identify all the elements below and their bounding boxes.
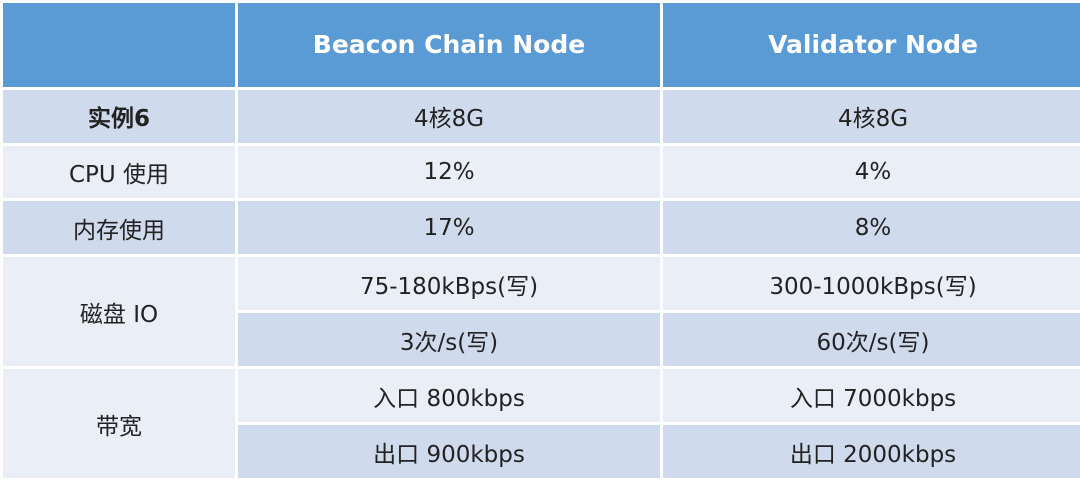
header-beacon-chain-node: Beacon Chain Node bbox=[238, 3, 660, 87]
cell-beacon-disk-rate: 75-180kBps(写) bbox=[238, 257, 660, 311]
table-row-bandwidth-in: 带宽 入口 800kbps 入口 7000kbps bbox=[3, 369, 1080, 478]
cell-beacon-cpu: 12% bbox=[238, 145, 660, 199]
cell-beacon-disk-ops: 3次/s(写) bbox=[238, 313, 660, 367]
cell-beacon-bandwidth-in: 入口 800kbps bbox=[238, 369, 660, 423]
table-row-disk-write-rate: 磁盘 IO 75-180kBps(写) 300-1000kBps(写) bbox=[3, 257, 1080, 367]
cell-beacon-bandwidth-out: 出口 900kbps bbox=[238, 425, 660, 478]
cell-validator-disk-rate: 300-1000kBps(写) bbox=[663, 257, 1080, 311]
row-label-cpu: CPU 使用 bbox=[3, 145, 235, 199]
cell-beacon-memory: 17% bbox=[238, 201, 660, 255]
header-corner bbox=[3, 3, 235, 87]
cell-validator-memory: 8% bbox=[663, 201, 1080, 255]
cell-validator-instance: 4核8G bbox=[663, 89, 1080, 143]
table-row-bandwidth-out: 出口 900kbps 出口 2000kbps bbox=[3, 425, 1080, 478]
row-label-disk-io: 磁盘 IO bbox=[3, 257, 235, 367]
cell-beacon-instance: 4核8G bbox=[238, 89, 660, 143]
row-label-memory: 内存使用 bbox=[3, 201, 235, 255]
cell-validator-bandwidth-in: 入口 7000kbps bbox=[663, 369, 1080, 423]
table-row-instance: 实例6 4核8G 4核8G bbox=[3, 89, 1080, 143]
table-row-cpu: CPU 使用 12% 4% bbox=[3, 145, 1080, 199]
cell-validator-cpu: 4% bbox=[663, 145, 1080, 199]
cell-validator-bandwidth-out: 出口 2000kbps bbox=[663, 425, 1080, 478]
header-row: Beacon Chain Node Validator Node bbox=[3, 3, 1080, 87]
row-label-bandwidth: 带宽 bbox=[3, 369, 235, 478]
table-row-disk-write-ops: 3次/s(写) 60次/s(写) bbox=[3, 313, 1080, 367]
cell-validator-disk-ops: 60次/s(写) bbox=[663, 313, 1080, 367]
header-validator-node: Validator Node bbox=[663, 3, 1080, 87]
table-row-memory: 内存使用 17% 8% bbox=[3, 201, 1080, 255]
row-label-instance: 实例6 bbox=[3, 89, 235, 143]
